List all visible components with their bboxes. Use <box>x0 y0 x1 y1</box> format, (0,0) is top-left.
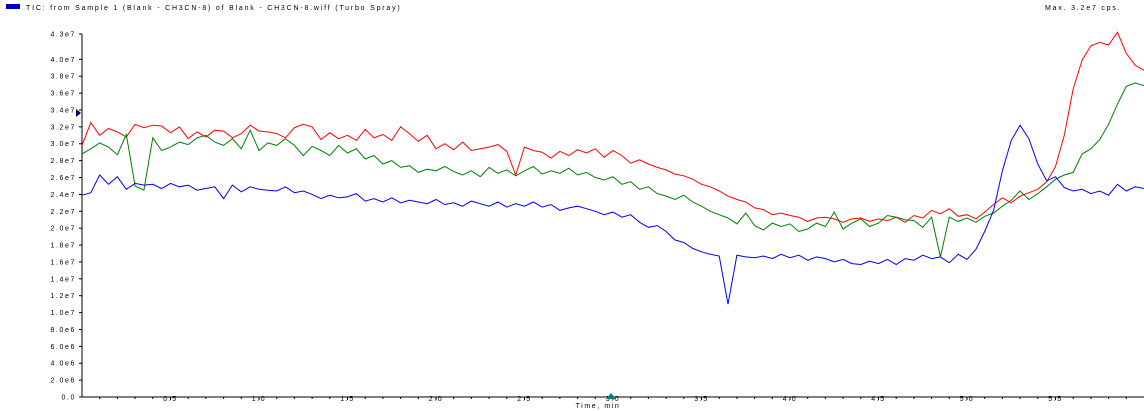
y-tick-label: 2.4e7 <box>50 192 76 199</box>
y-tick-label: 1.0e7 <box>50 310 76 317</box>
y-tick-label: 1.8e7 <box>50 243 76 250</box>
y-tick-label: 4.0e6 <box>50 361 76 368</box>
y-tick-label: 1.2e7 <box>50 293 76 300</box>
chart-title: TIC: from Sample 1 (Blank - CH3CN-8) of … <box>26 5 402 12</box>
y-tick-label: 2.2e7 <box>50 209 76 216</box>
x-tick-label: 1.0 <box>252 396 267 403</box>
x-tick-label: 4.0 <box>783 396 798 403</box>
y-tick-label: 2.6e7 <box>50 175 76 182</box>
y-tick-label: 4.3e7 <box>50 32 76 39</box>
y-tick-label: 3.0e7 <box>50 141 76 148</box>
legend-color-box[interactable] <box>6 4 20 9</box>
x-axis-label: Time, min <box>576 403 621 410</box>
series-line-2 <box>81 82 1144 258</box>
y-tick-label: 2.8e7 <box>50 158 76 165</box>
y-tick-label: 0.0 <box>61 395 76 402</box>
y-tick-label: 3.8e7 <box>50 74 76 81</box>
max-intensity-label: Max. 3.2e7 cps. <box>1045 5 1121 12</box>
y-tick-label: 3.6e7 <box>50 91 76 98</box>
x-tick-label: 2.5 <box>517 396 532 403</box>
x-tick-label: 2.0 <box>429 396 444 403</box>
x-tick-label: 0.5 <box>163 396 178 403</box>
y-tick-label: 1.6e7 <box>50 259 76 266</box>
y-tick-label: 1.4e7 <box>50 276 76 283</box>
y-tick-label: 4.0e7 <box>50 57 76 64</box>
y-tick-label: 2.0e7 <box>50 226 76 233</box>
time-cursor-marker-icon[interactable] <box>606 393 616 399</box>
y-tick-label: 6.0e6 <box>50 344 76 351</box>
x-tick-label: 4.5 <box>871 396 886 403</box>
x-tick-label: 3.5 <box>694 396 709 403</box>
y-tick-label: 3.4e7 <box>50 107 76 114</box>
y-tick-label: 2.0e6 <box>50 378 76 385</box>
y-tick-label: 8.0e6 <box>50 327 76 334</box>
x-tick-label: 1.5 <box>340 396 355 403</box>
series-line-1 <box>81 31 1144 223</box>
x-tick-label: 3.0 <box>606 396 621 403</box>
series-lines <box>81 31 1144 305</box>
x-tick-label: 5.5 <box>1048 396 1063 403</box>
y-tick-label: 3.2e7 <box>50 124 76 131</box>
series-line-3 <box>81 124 1144 305</box>
y-axis: 0.0 2.0e6 4.0e6 6.0e6 8.0e6 1.0e7 1.2e7 1.4e7 1.… <box>50 32 83 402</box>
x-tick-label: 5.0 <box>960 396 975 403</box>
y-position-marker-icon[interactable] <box>76 109 81 117</box>
